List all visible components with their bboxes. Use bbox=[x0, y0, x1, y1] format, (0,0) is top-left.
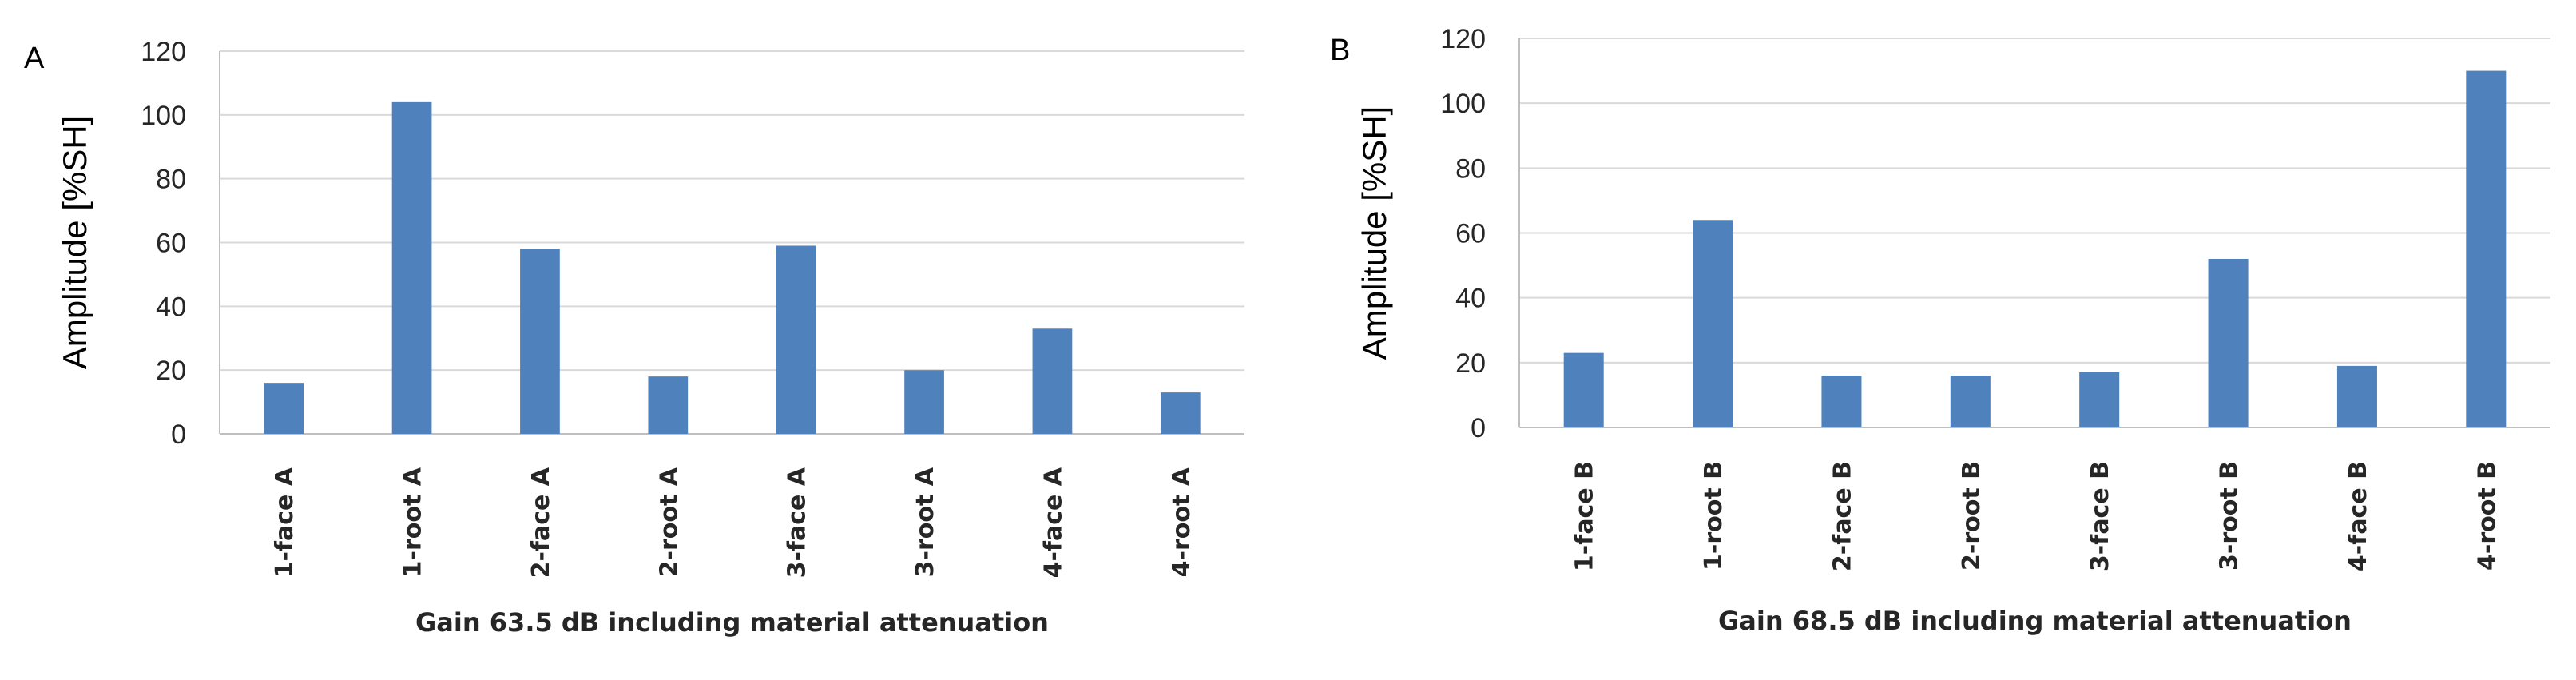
panel-label: B bbox=[1330, 34, 1351, 67]
bar bbox=[520, 249, 560, 434]
x-category-label: 4-face A bbox=[1039, 467, 1067, 578]
y-tick-label: 0 bbox=[1471, 413, 1486, 443]
bar bbox=[2336, 365, 2377, 427]
x-axis-title: Gain 68.5 dB including material attenuat… bbox=[1718, 606, 2352, 636]
y-tick-label: 40 bbox=[156, 292, 186, 322]
bar bbox=[776, 245, 816, 434]
x-category-label: 3-root B bbox=[2216, 461, 2244, 571]
bar bbox=[1693, 220, 1733, 427]
x-category-label: 1-face A bbox=[271, 467, 299, 578]
y-tick-label: 60 bbox=[156, 229, 186, 259]
y-tick-label: 40 bbox=[1455, 284, 1486, 314]
y-tick-label: 80 bbox=[156, 165, 186, 195]
bar bbox=[2208, 258, 2249, 427]
x-category-label: 2-root B bbox=[1958, 461, 1986, 571]
bar bbox=[1032, 328, 1073, 434]
x-category-label: 1-root B bbox=[1700, 461, 1728, 571]
y-tick-label: 20 bbox=[156, 356, 186, 386]
x-category-label: 2-face A bbox=[527, 467, 555, 578]
x-category-label: 1-face B bbox=[1571, 461, 1599, 571]
y-tick-label: 0 bbox=[171, 420, 186, 450]
y-tick-label: 60 bbox=[1455, 219, 1486, 249]
bar bbox=[264, 383, 304, 434]
y-tick-label: 120 bbox=[141, 37, 186, 67]
y-tick-label: 100 bbox=[141, 101, 186, 131]
y-tick-label: 120 bbox=[1440, 24, 1486, 54]
x-category-label: 3-root A bbox=[911, 467, 939, 577]
x-category-label: 2-root A bbox=[655, 467, 683, 577]
y-axis-title: Amplitude [%SH] bbox=[1355, 106, 1393, 360]
y-tick-label: 100 bbox=[1440, 89, 1486, 119]
x-category-label: 3-face A bbox=[784, 467, 812, 578]
x-category-label: 2-face B bbox=[1828, 461, 1856, 571]
bar bbox=[648, 376, 689, 434]
x-category-label: 4-root B bbox=[2473, 461, 2501, 571]
x-category-label: 4-root A bbox=[1168, 467, 1196, 577]
x-axis-title: Gain 63.5 dB including material attenuat… bbox=[415, 607, 1049, 638]
panel-label: A bbox=[24, 42, 45, 75]
chart-panel-b: B 0 20 40 60 80 100 120 1-face B 1-root B 2-face … bbox=[1298, 0, 2576, 680]
bar bbox=[1950, 376, 1991, 427]
x-category-label: 4-face B bbox=[2344, 461, 2372, 571]
bar bbox=[2079, 372, 2120, 427]
y-axis-title: Amplitude [%SH] bbox=[56, 116, 93, 369]
bar bbox=[1160, 392, 1201, 434]
bar bbox=[2466, 70, 2507, 427]
y-tick-label: 20 bbox=[1455, 348, 1486, 379]
chart-panel-a: A 0 20 40 60 80 100 120 1-face A 1-root A 2-face … bbox=[0, 0, 1278, 680]
bar bbox=[1563, 352, 1604, 427]
x-category-label: 3-face B bbox=[2086, 461, 2114, 571]
bar-chart-b: 0 20 40 60 80 100 120 1-face B 1-root B 2-face B 2… bbox=[1355, 24, 2550, 636]
bar-chart-a: 0 20 40 60 80 100 120 1-face A 1-root A 2-face A 2… bbox=[56, 37, 1244, 638]
bar bbox=[391, 101, 432, 434]
x-category-label: 1-root A bbox=[399, 467, 427, 577]
bar bbox=[904, 370, 944, 434]
y-tick-label: 80 bbox=[1455, 153, 1486, 184]
bar bbox=[1821, 376, 1862, 427]
